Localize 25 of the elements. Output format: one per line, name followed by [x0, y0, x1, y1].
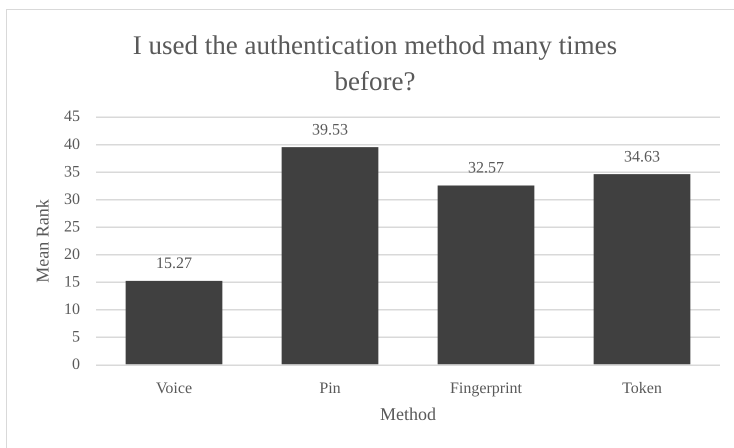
- bar: [126, 280, 222, 364]
- bar: [594, 174, 690, 364]
- y-tick-label: 20: [64, 246, 80, 263]
- data-label: 34.63: [624, 148, 660, 166]
- data-label: 32.57: [468, 160, 504, 177]
- y-tick-label: 35: [64, 163, 80, 180]
- x-tick-label: Voice: [156, 380, 192, 397]
- data-label: 15.27: [156, 255, 192, 272]
- y-tick-label: 0: [72, 356, 80, 374]
- y-tick-label: 25: [64, 218, 80, 236]
- y-axis-title: Mean Rank: [32, 199, 53, 283]
- data-label: 39.53: [312, 121, 348, 138]
- x-tick-label: Fingerprint: [450, 380, 523, 397]
- x-tick-label: Pin: [319, 380, 341, 397]
- bar: [438, 186, 534, 364]
- y-tick-label: 40: [64, 136, 80, 153]
- y-tick-label: 10: [64, 301, 80, 318]
- x-axis-title: Method: [380, 404, 436, 424]
- y-tick-label: 30: [64, 190, 80, 208]
- y-tick-label: 45: [64, 108, 80, 126]
- x-tick-label: Token: [622, 380, 662, 397]
- y-tick-label: 15: [64, 274, 80, 291]
- y-tick-label: 5: [72, 328, 80, 346]
- chart-title: I used the authentication method many times before?: [132, 29, 618, 98]
- bar: [282, 147, 378, 364]
